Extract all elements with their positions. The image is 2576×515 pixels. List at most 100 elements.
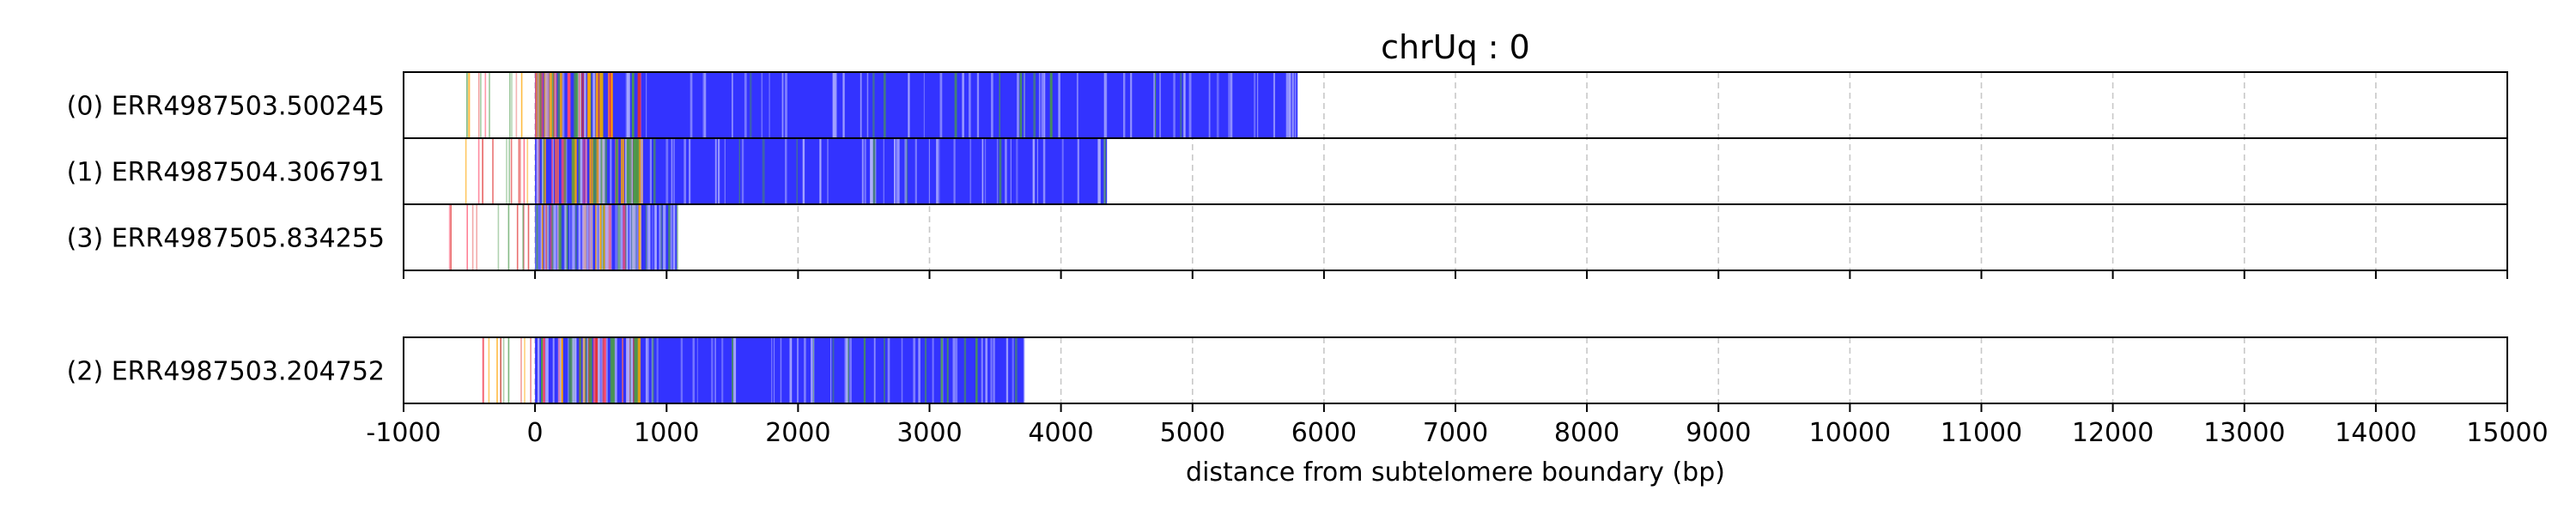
read-track: [448, 205, 679, 270]
feature-line: [963, 338, 967, 403]
x-tick-label: 7000: [1423, 418, 1488, 448]
feature-line: [492, 139, 494, 203]
feature-line: [589, 139, 593, 203]
feature-line: [538, 205, 539, 270]
feature-line: [598, 73, 600, 137]
feature-line: [626, 205, 629, 270]
feature-line: [561, 139, 564, 203]
feature-line: [1208, 73, 1211, 137]
feature-line: [465, 139, 467, 203]
feature-line: [615, 205, 617, 270]
feature-line: [663, 205, 665, 270]
feature-line: [510, 139, 513, 203]
feature-line: [586, 139, 587, 203]
feature-line: [1023, 338, 1025, 403]
feature-line: [874, 139, 877, 203]
read-label: (0) ERR4987503.500245: [67, 92, 385, 122]
feature-line: [540, 205, 542, 270]
feature-line: [636, 139, 640, 203]
feature-line: [469, 73, 471, 137]
x-tick-label: 1000: [634, 418, 699, 448]
feature-line: [633, 205, 635, 270]
feature-line: [835, 73, 837, 137]
feature-line: [1173, 73, 1176, 137]
feature-line: [537, 338, 540, 403]
feature-line: [785, 73, 787, 137]
feature-line: [618, 205, 620, 270]
feature-line: [615, 139, 618, 203]
feature-line: [1077, 139, 1079, 203]
feature-line: [610, 139, 612, 203]
feature-line: [595, 73, 598, 137]
feature-line: [538, 73, 542, 137]
feature-line: [511, 73, 513, 137]
feature-line: [563, 205, 566, 270]
feature-line: [762, 139, 765, 203]
feature-line: [448, 205, 451, 270]
x-tick-label: 2000: [765, 418, 830, 448]
feature-line: [827, 139, 829, 203]
feature-line: [567, 73, 571, 137]
feature-line: [604, 338, 606, 403]
feature-line: [625, 205, 627, 270]
feature-line: [466, 205, 468, 270]
feature-line: [602, 338, 605, 403]
feature-line: [471, 205, 474, 270]
feature-line: [610, 338, 613, 403]
feature-line: [1130, 73, 1133, 137]
feature-line: [558, 338, 561, 403]
feature-line: [542, 338, 545, 403]
feature-line: [981, 338, 983, 403]
feature-line: [627, 338, 630, 403]
x-tick-label: 9000: [1686, 418, 1751, 448]
feature-line: [1153, 73, 1156, 137]
feature-line: [923, 73, 925, 137]
feature-line: [913, 338, 916, 403]
feature-line: [480, 73, 482, 137]
x-tick-label: 11000: [1941, 418, 2022, 448]
feature-line: [981, 139, 984, 203]
feature-line: [516, 205, 519, 270]
feature-line: [560, 205, 562, 270]
feature-line: [984, 139, 987, 203]
feature-line: [1019, 73, 1023, 137]
read-bar: [535, 73, 1298, 137]
feature-line: [860, 73, 862, 137]
feature-line: [602, 205, 605, 270]
feature-line: [689, 139, 691, 203]
feature-line: [560, 73, 563, 137]
read-panel: (2) ERR4987503.204752: [67, 336, 2508, 412]
feature-line: [596, 205, 598, 270]
x-tick-label: 8000: [1554, 418, 1619, 448]
feature-line: [732, 73, 733, 137]
feature-line: [588, 73, 591, 137]
feature-line: [598, 205, 602, 270]
feature-line: [634, 338, 637, 403]
feature-line: [832, 73, 835, 137]
feature-line: [680, 338, 683, 403]
feature-line: [574, 338, 577, 403]
feature-line: [573, 139, 577, 203]
feature-line: [991, 73, 993, 137]
feature-line: [601, 338, 604, 403]
feature-line: [914, 139, 917, 203]
feature-line: [468, 73, 470, 137]
feature-line: [556, 205, 560, 270]
feature-line: [541, 338, 544, 403]
read-label: (1) ERR4987504.306791: [67, 158, 385, 188]
x-tick-label: -1000: [366, 418, 440, 448]
feature-line: [509, 73, 511, 137]
feature-line: [595, 139, 597, 203]
feature-line: [832, 338, 835, 403]
feature-line: [645, 205, 647, 270]
feature-line: [883, 73, 886, 137]
feature-line: [953, 139, 956, 203]
feature-line: [830, 338, 832, 403]
feature-line: [969, 73, 971, 137]
feature-line: [1076, 73, 1078, 137]
feature-line: [566, 139, 568, 203]
feature-line: [733, 338, 737, 403]
feature-line: [1041, 73, 1043, 137]
feature-line: [732, 338, 733, 403]
feature-line: [653, 139, 656, 203]
